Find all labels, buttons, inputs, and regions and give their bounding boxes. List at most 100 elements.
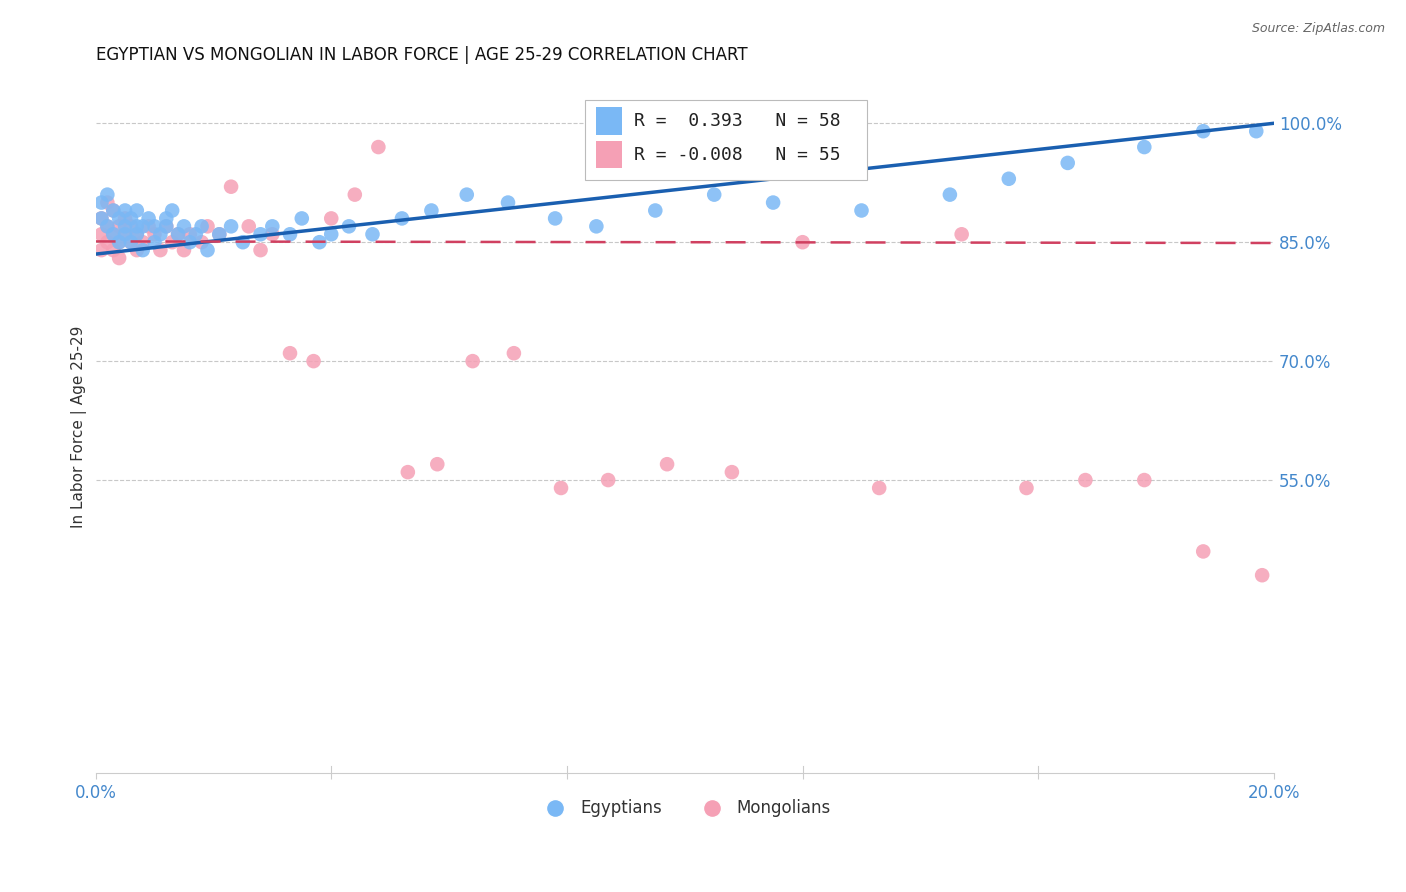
Point bbox=[125, 227, 148, 242]
Point bbox=[396, 465, 419, 479]
Point bbox=[125, 227, 148, 242]
Point bbox=[173, 219, 195, 234]
Point bbox=[143, 219, 166, 234]
Point bbox=[90, 211, 112, 226]
Point bbox=[426, 457, 449, 471]
Point bbox=[337, 219, 360, 234]
Point bbox=[456, 187, 478, 202]
Bar bbox=[585, 101, 868, 180]
Point bbox=[762, 195, 785, 210]
Text: EGYPTIAN VS MONGOLIAN IN LABOR FORCE | AGE 25-29 CORRELATION CHART: EGYPTIAN VS MONGOLIAN IN LABOR FORCE | A… bbox=[96, 46, 747, 64]
Point bbox=[219, 219, 242, 234]
Point bbox=[197, 243, 219, 257]
Point bbox=[96, 195, 118, 210]
Point bbox=[249, 243, 271, 257]
Point bbox=[167, 227, 190, 242]
Point bbox=[1133, 473, 1156, 487]
Y-axis label: In Labor Force | Age 25-29: In Labor Force | Age 25-29 bbox=[72, 326, 87, 528]
Point bbox=[96, 187, 118, 202]
Point bbox=[249, 227, 271, 242]
Point bbox=[90, 243, 112, 257]
Point bbox=[420, 203, 443, 218]
Point bbox=[120, 219, 142, 234]
Point bbox=[291, 211, 314, 226]
Point bbox=[868, 481, 890, 495]
Point bbox=[114, 227, 136, 242]
Point bbox=[655, 457, 678, 471]
Point bbox=[108, 211, 131, 226]
Point bbox=[103, 243, 125, 257]
Point bbox=[321, 227, 343, 242]
Point bbox=[262, 219, 284, 234]
Point bbox=[1015, 481, 1038, 495]
Point bbox=[125, 203, 148, 218]
Point bbox=[125, 243, 148, 257]
Point bbox=[108, 251, 131, 265]
Point bbox=[997, 171, 1019, 186]
Point bbox=[308, 235, 330, 250]
Point bbox=[262, 227, 284, 242]
Point bbox=[96, 219, 118, 234]
Point bbox=[138, 211, 160, 226]
Point bbox=[343, 187, 366, 202]
Legend: Egyptians, Mongolians: Egyptians, Mongolians bbox=[531, 793, 838, 824]
Point bbox=[238, 219, 260, 234]
Text: R = -0.008   N = 55: R = -0.008 N = 55 bbox=[634, 145, 841, 163]
Point bbox=[131, 243, 153, 257]
Point bbox=[90, 195, 112, 210]
Point bbox=[90, 211, 112, 226]
Point bbox=[114, 203, 136, 218]
Point bbox=[197, 219, 219, 234]
Point bbox=[496, 195, 519, 210]
Point bbox=[219, 179, 242, 194]
Point bbox=[120, 235, 142, 250]
Point bbox=[131, 235, 153, 250]
Point bbox=[585, 219, 607, 234]
Point bbox=[138, 219, 160, 234]
Point bbox=[367, 140, 389, 154]
Point bbox=[208, 227, 231, 242]
Point bbox=[190, 219, 212, 234]
Point bbox=[184, 227, 207, 242]
Point bbox=[1251, 568, 1274, 582]
Point bbox=[179, 227, 201, 242]
Point bbox=[208, 227, 231, 242]
Point bbox=[1192, 124, 1215, 138]
Point bbox=[149, 227, 172, 242]
Point bbox=[114, 211, 136, 226]
Point bbox=[103, 203, 125, 218]
Point bbox=[232, 235, 254, 250]
Bar bbox=[596, 141, 623, 169]
Point bbox=[155, 219, 177, 234]
Point bbox=[461, 354, 484, 368]
Point bbox=[1133, 140, 1156, 154]
Point bbox=[96, 235, 118, 250]
Bar bbox=[596, 107, 623, 136]
Point bbox=[108, 219, 131, 234]
Point bbox=[108, 235, 131, 250]
Point bbox=[644, 203, 666, 218]
Point bbox=[90, 227, 112, 242]
Point bbox=[143, 227, 166, 242]
Point bbox=[1244, 124, 1267, 138]
Point bbox=[114, 219, 136, 234]
Point bbox=[391, 211, 413, 226]
Point bbox=[125, 219, 148, 234]
Point bbox=[103, 203, 125, 218]
Point bbox=[851, 203, 873, 218]
Point bbox=[190, 235, 212, 250]
Point bbox=[703, 187, 725, 202]
Point bbox=[302, 354, 325, 368]
Point bbox=[278, 346, 301, 360]
Point bbox=[155, 211, 177, 226]
Point bbox=[598, 473, 620, 487]
Point bbox=[1056, 156, 1078, 170]
Point bbox=[96, 219, 118, 234]
Point bbox=[114, 227, 136, 242]
Point bbox=[167, 227, 190, 242]
Point bbox=[950, 227, 973, 242]
Point bbox=[502, 346, 524, 360]
Point bbox=[721, 465, 744, 479]
Point bbox=[120, 235, 142, 250]
Point bbox=[792, 235, 814, 250]
